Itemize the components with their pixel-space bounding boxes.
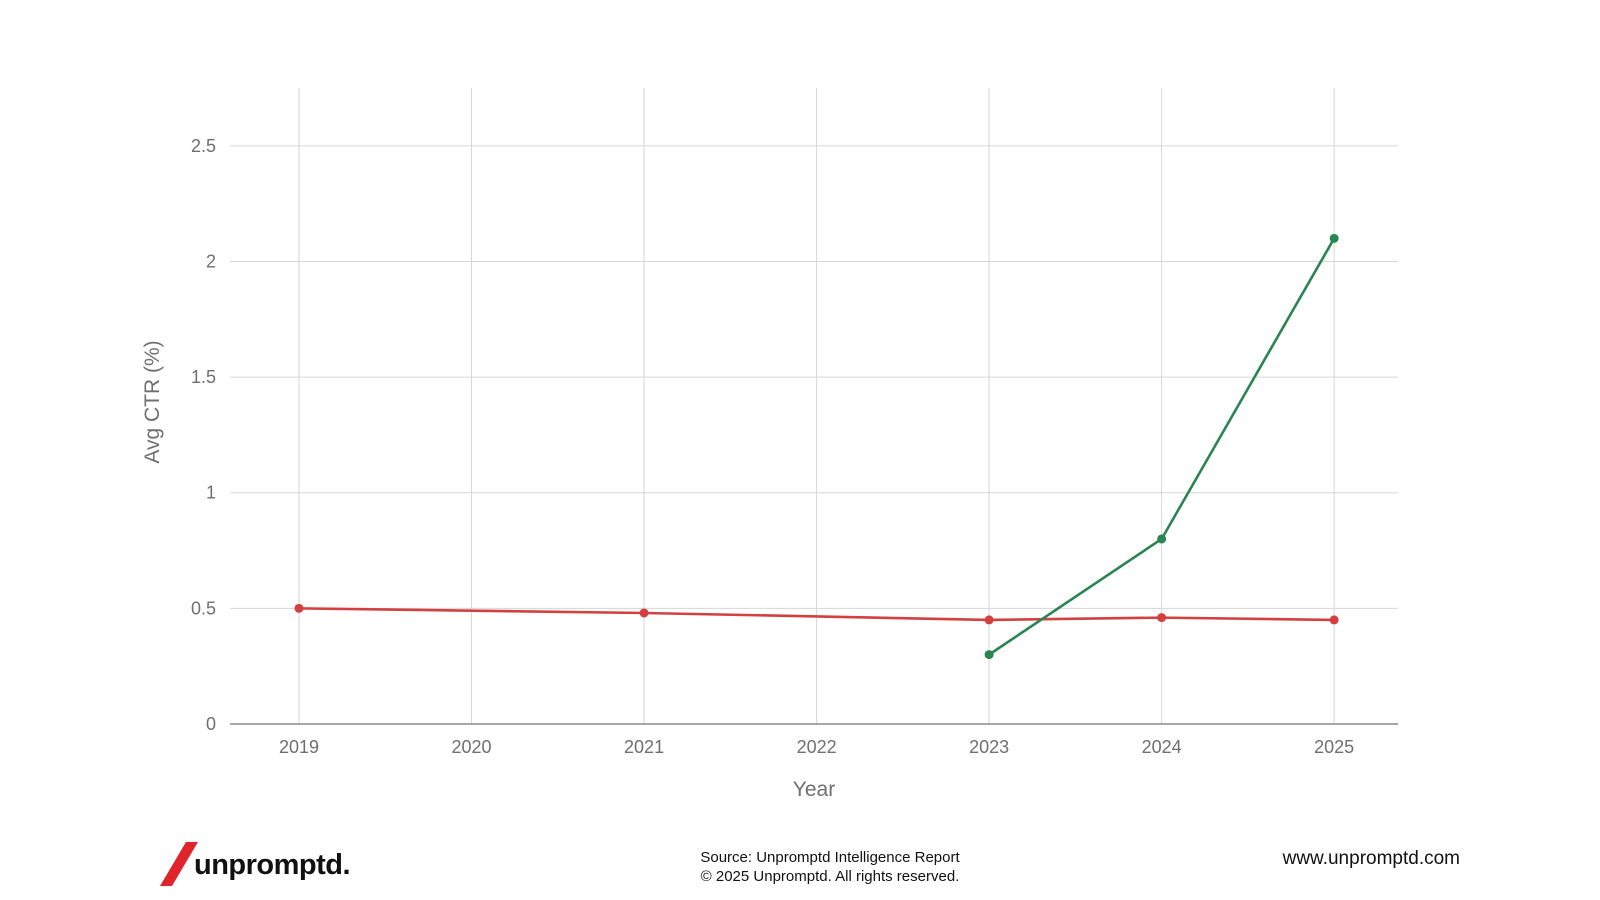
x-tick-label: 2024	[1142, 737, 1182, 757]
y-tick-label: 2	[206, 251, 216, 271]
x-tick-labels: 2019 2020 2021 2022 2023 2024 2025	[279, 737, 1354, 757]
y-tick-labels: 0 0.5 1 1.5 2 2.5	[191, 136, 216, 734]
data-point[interactable]	[639, 608, 649, 618]
data-point[interactable]	[1157, 534, 1167, 544]
series-0	[294, 603, 1339, 625]
data-point[interactable]	[1329, 615, 1339, 625]
series-1	[984, 233, 1339, 660]
data-point[interactable]	[1329, 233, 1339, 243]
y-tick-label: 0.5	[191, 598, 216, 618]
x-tick-label: 2019	[279, 737, 319, 757]
data-point[interactable]	[294, 603, 304, 613]
x-axis-title: Year	[793, 778, 835, 801]
data-point[interactable]	[1157, 613, 1167, 623]
y-tick-label: 0	[206, 714, 216, 734]
x-tick-label: 2023	[969, 737, 1009, 757]
series-layer	[294, 233, 1339, 660]
data-point[interactable]	[984, 615, 994, 625]
horizontal-gridlines	[230, 145, 1398, 609]
x-tick-label: 2022	[797, 737, 837, 757]
data-point[interactable]	[984, 650, 994, 660]
x-tick-label: 2021	[624, 737, 664, 757]
vertical-gridlines	[298, 88, 1335, 724]
y-axis-title: Avg CTR (%)	[141, 340, 164, 463]
y-tick-label: 2.5	[191, 136, 216, 156]
x-tick-label: 2020	[452, 737, 492, 757]
y-tick-label: 1	[206, 483, 216, 503]
y-tick-label: 1.5	[191, 367, 216, 387]
x-tick-label: 2025	[1314, 737, 1354, 757]
